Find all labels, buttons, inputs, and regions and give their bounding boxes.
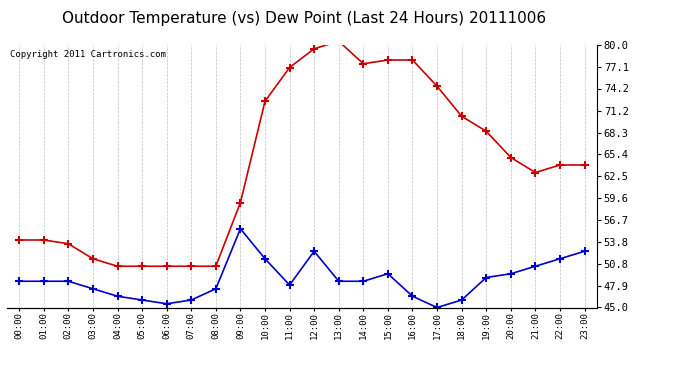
Text: Copyright 2011 Cartronics.com: Copyright 2011 Cartronics.com xyxy=(10,50,166,59)
Text: Outdoor Temperature (vs) Dew Point (Last 24 Hours) 20111006: Outdoor Temperature (vs) Dew Point (Last… xyxy=(61,11,546,26)
